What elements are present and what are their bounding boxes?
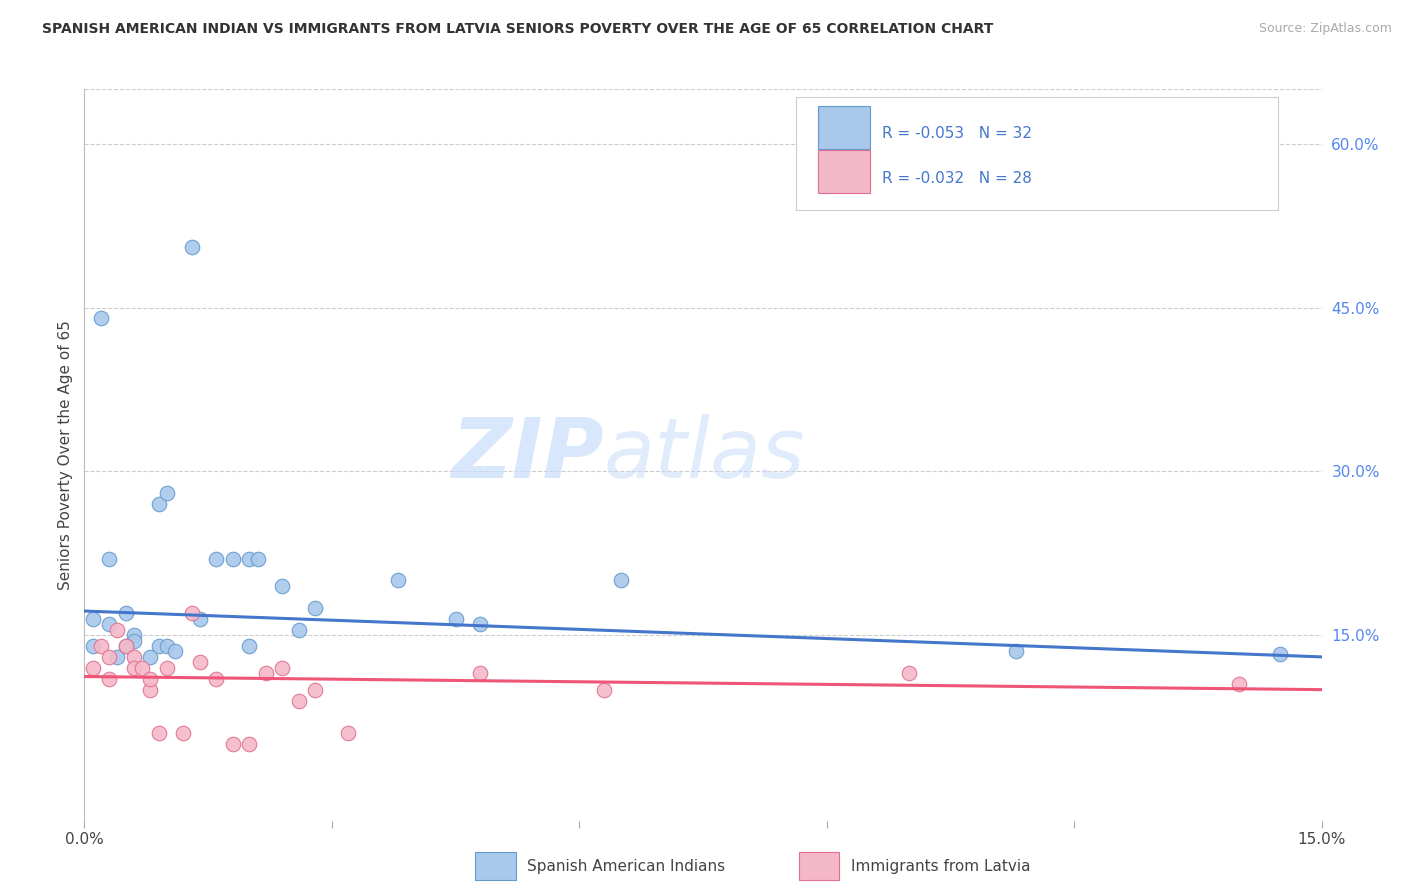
Point <box>205 672 228 686</box>
Point <box>304 682 326 697</box>
Point <box>148 497 170 511</box>
Point <box>222 737 245 751</box>
Point <box>288 693 311 707</box>
Point <box>444 612 467 626</box>
Point <box>156 486 179 500</box>
Point <box>188 656 211 670</box>
FancyBboxPatch shape <box>796 96 1278 210</box>
Text: atlas: atlas <box>605 415 806 495</box>
Y-axis label: Seniors Poverty Over the Age of 65: Seniors Poverty Over the Age of 65 <box>58 320 73 590</box>
Point <box>105 623 128 637</box>
Point <box>98 551 121 566</box>
Point <box>139 682 162 697</box>
Point <box>165 644 187 658</box>
Point <box>114 639 136 653</box>
Point <box>122 649 145 664</box>
Text: R = -0.053   N = 32: R = -0.053 N = 32 <box>883 126 1032 141</box>
Point <box>131 661 153 675</box>
Point <box>304 600 326 615</box>
Point <box>609 574 631 588</box>
Point <box>139 672 162 686</box>
Point <box>114 606 136 620</box>
Point <box>898 666 921 681</box>
Text: R = -0.032   N = 28: R = -0.032 N = 28 <box>883 171 1032 186</box>
Point <box>122 628 145 642</box>
Point <box>98 649 121 664</box>
Point <box>1005 644 1028 658</box>
Point <box>238 551 260 566</box>
Point <box>337 726 360 740</box>
Point <box>98 672 121 686</box>
Text: ZIP: ZIP <box>451 415 605 495</box>
Point <box>139 649 162 664</box>
Point <box>238 639 260 653</box>
Point <box>1227 677 1250 691</box>
Point <box>254 666 277 681</box>
FancyBboxPatch shape <box>818 106 870 149</box>
Point <box>122 633 145 648</box>
Point <box>387 574 409 588</box>
Point <box>470 617 492 632</box>
Point <box>246 551 269 566</box>
FancyBboxPatch shape <box>818 150 870 193</box>
Point <box>105 649 128 664</box>
Point <box>148 639 170 653</box>
Point <box>98 617 121 632</box>
Point <box>114 639 136 653</box>
Point <box>188 612 211 626</box>
Point <box>1270 647 1292 661</box>
Point <box>238 737 260 751</box>
Point <box>148 726 170 740</box>
Text: SPANISH AMERICAN INDIAN VS IMMIGRANTS FROM LATVIA SENIORS POVERTY OVER THE AGE O: SPANISH AMERICAN INDIAN VS IMMIGRANTS FR… <box>42 22 994 37</box>
Point <box>271 579 294 593</box>
Point <box>156 661 179 675</box>
Point <box>271 661 294 675</box>
Point <box>470 666 492 681</box>
Point <box>90 311 112 326</box>
Point <box>82 639 104 653</box>
Point <box>156 639 179 653</box>
Text: Immigrants from Latvia: Immigrants from Latvia <box>851 859 1031 873</box>
Point <box>172 726 194 740</box>
Point <box>82 612 104 626</box>
Point <box>122 661 145 675</box>
Point <box>593 682 616 697</box>
Point <box>180 606 202 620</box>
Point <box>288 623 311 637</box>
Point <box>180 240 202 254</box>
Text: Source: ZipAtlas.com: Source: ZipAtlas.com <box>1258 22 1392 36</box>
Point <box>205 551 228 566</box>
Point <box>90 639 112 653</box>
Text: Spanish American Indians: Spanish American Indians <box>527 859 725 873</box>
Point <box>82 661 104 675</box>
Point <box>222 551 245 566</box>
